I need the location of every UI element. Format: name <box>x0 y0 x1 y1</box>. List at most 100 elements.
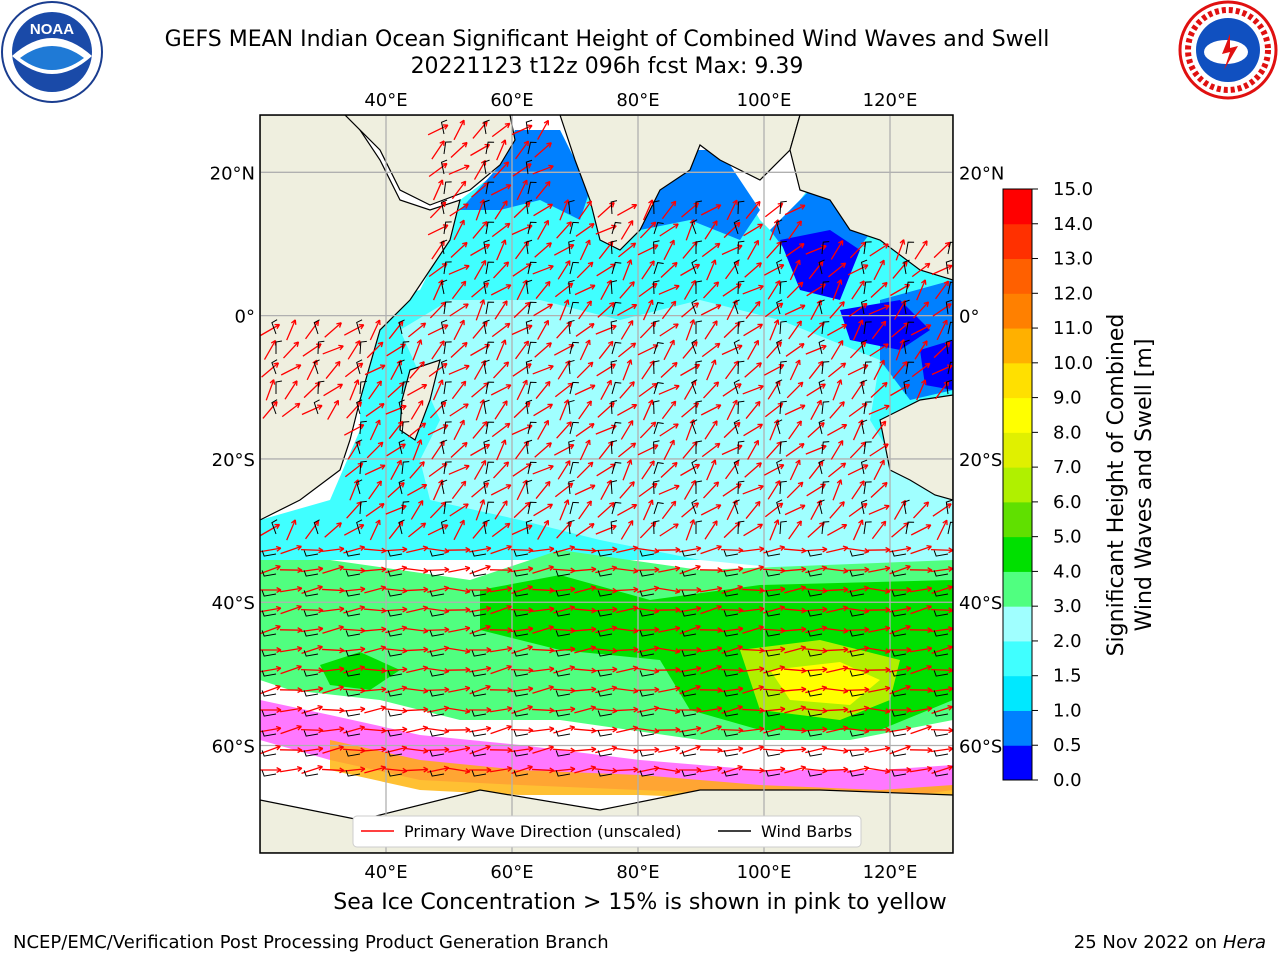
wave-arrow-head <box>926 604 932 611</box>
wave-arrow <box>534 442 552 458</box>
wave-arrow <box>496 239 506 261</box>
wind-barb <box>387 690 403 697</box>
wave-arrow <box>343 524 365 536</box>
wave-arrow <box>559 199 569 221</box>
wave-arrow <box>280 587 302 593</box>
wave-arrow <box>491 122 511 138</box>
wind-barb <box>695 320 702 334</box>
wave-arrow-head <box>465 606 471 613</box>
wave-arrow-head <box>779 545 786 551</box>
wave-arrow <box>784 586 806 594</box>
wind-barb <box>691 299 698 315</box>
wind-barb <box>443 141 452 155</box>
wave-arrow-head <box>715 304 722 310</box>
wave-arrow <box>788 320 802 340</box>
wave-arrow-head <box>737 765 743 771</box>
wave-arrow <box>742 485 764 495</box>
wave-arrow-head <box>629 281 635 287</box>
wave-arrow <box>789 259 801 281</box>
wind-barb <box>398 319 405 335</box>
wave-arrow-head <box>293 341 300 347</box>
wave-arrow <box>448 587 470 593</box>
wave-arrow <box>847 667 869 673</box>
wave-arrow-head <box>861 502 868 509</box>
wind-barb <box>933 610 949 617</box>
wave-arrow <box>537 520 549 540</box>
wave-arrow <box>829 301 845 319</box>
wave-arrow-head <box>673 523 679 529</box>
wave-arrow <box>532 686 554 694</box>
wave-arrow <box>642 499 654 521</box>
wave-arrow-head <box>548 464 554 471</box>
wave-arrow-head <box>505 184 512 190</box>
wave-arrow <box>911 262 931 278</box>
wind-barb <box>345 630 361 637</box>
wind-barb <box>525 199 533 215</box>
wave-arrow-head <box>459 519 465 526</box>
wave-arrow <box>451 280 467 300</box>
wind-barb <box>429 710 445 717</box>
wave-arrow <box>744 462 762 478</box>
wave-arrow-head <box>859 480 865 486</box>
wind-barb <box>356 359 363 375</box>
wind-barb <box>933 670 949 677</box>
wave-arrow <box>721 344 743 356</box>
wave-arrow-head <box>674 625 681 632</box>
wave-arrow <box>496 339 506 361</box>
wind-barb <box>610 320 618 335</box>
wind-barb <box>555 590 571 597</box>
wave-arrow-head <box>670 200 677 207</box>
wind-barb <box>513 650 529 657</box>
wave-arrow <box>741 588 765 592</box>
map-frame <box>259 114 954 854</box>
wave-arrow-head <box>879 359 885 366</box>
wave-arrow-head <box>419 361 425 367</box>
wind-barb <box>356 399 363 415</box>
wave-arrow <box>300 668 324 672</box>
wind-barb <box>903 499 910 515</box>
wave-arrow <box>513 501 531 519</box>
land-africa <box>260 115 461 521</box>
wave-arrow <box>490 545 512 555</box>
wave-arrow <box>743 423 763 437</box>
wind-barb <box>471 670 487 677</box>
wave-arrow <box>725 260 739 280</box>
wave-arrow <box>616 546 638 554</box>
wave-arrow <box>532 265 554 275</box>
wave-arrow-head <box>797 481 804 488</box>
wind-barb <box>691 219 698 235</box>
wave-arrow <box>846 688 870 692</box>
wave-arrow <box>785 243 805 257</box>
wave-arrow-head <box>859 280 865 286</box>
wind-barb <box>776 259 783 275</box>
wave-arrow <box>685 319 695 341</box>
wave-arrow-head <box>548 164 554 171</box>
wave-arrow-head <box>880 520 887 527</box>
colorbar-swatch <box>1003 293 1032 329</box>
wave-arrow <box>531 588 555 592</box>
wave-arrow-head <box>674 565 681 572</box>
wind-barb <box>947 321 953 335</box>
wave-arrow <box>384 648 408 652</box>
wind-barb <box>440 159 448 175</box>
wind-barb <box>555 710 571 717</box>
wave-arrow-head <box>485 624 491 631</box>
wind-barb <box>723 710 739 717</box>
wave-arrow-head <box>418 500 424 506</box>
wave-arrow <box>620 520 634 540</box>
wind-barb <box>398 479 405 495</box>
wind-barb <box>765 670 781 677</box>
wave-arrow <box>427 324 449 336</box>
wave-arrow-head <box>884 768 891 775</box>
wave-arrow <box>852 319 864 341</box>
wave-arrow-head <box>401 625 408 632</box>
wind-barb <box>610 240 618 255</box>
wind-barb <box>356 519 363 535</box>
wave-arrow-head <box>505 484 512 490</box>
wave-arrow-head <box>443 608 450 614</box>
wave-arrow-head <box>695 545 702 552</box>
wave-arrow <box>683 480 697 500</box>
wind-barb <box>345 570 361 577</box>
wave-arrow-head <box>756 462 762 468</box>
wave-arrow <box>641 460 655 480</box>
